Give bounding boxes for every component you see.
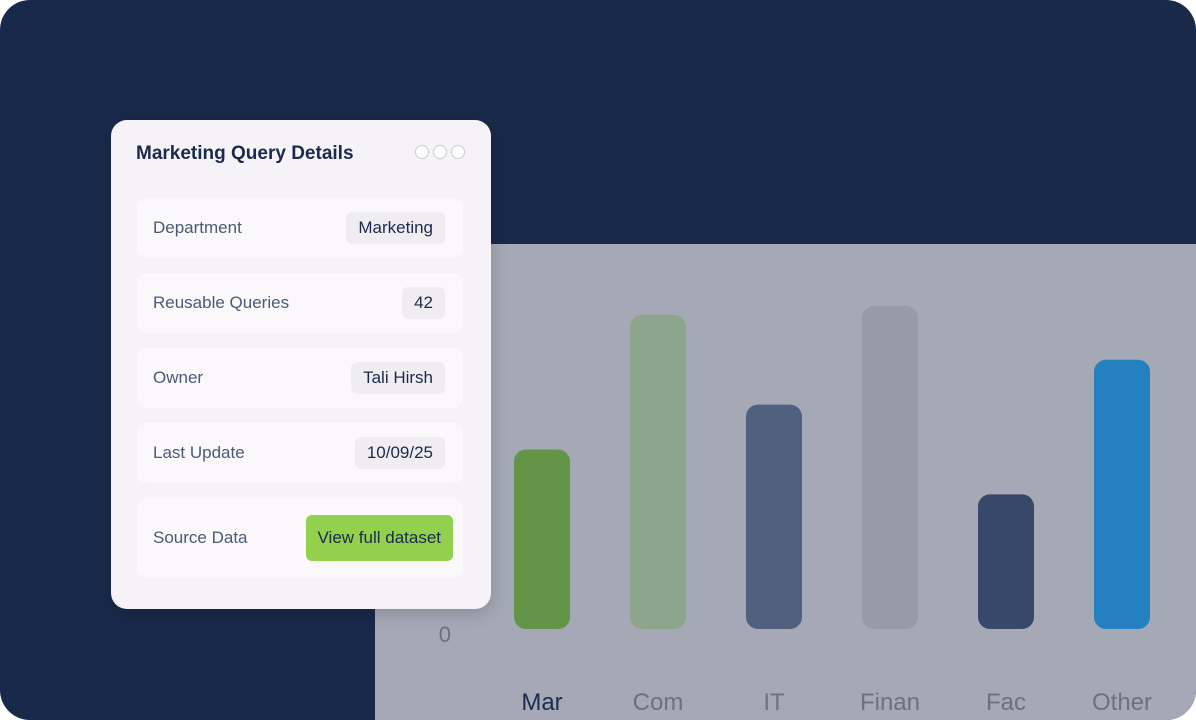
detail-row-department: Department Marketing — [137, 198, 463, 258]
detail-value: 42 — [402, 287, 445, 319]
detail-row-owner: Owner Tali Hirsh — [137, 348, 463, 408]
chart-panel: Mar Com IT Finan Fac Other 0 — [375, 244, 1196, 720]
window-controls — [415, 145, 465, 159]
view-full-dataset-button[interactable]: View full dataset — [305, 515, 453, 561]
bar-chart: Mar Com IT Finan Fac Other 0 — [439, 305, 1152, 716]
detail-value: 10/09/25 — [354, 437, 445, 469]
detail-value: Marketing — [346, 212, 445, 244]
detail-label: Last Update — [153, 443, 245, 462]
bar-it[interactable] — [746, 404, 802, 629]
category-label: Com — [633, 689, 684, 716]
circle-icon[interactable] — [415, 145, 429, 159]
detail-row-reusable-queries: Reusable Queries 42 — [137, 273, 463, 333]
category-label: Fac — [986, 689, 1026, 716]
category-label: Finan — [860, 689, 920, 716]
circle-icon[interactable] — [451, 145, 465, 159]
detail-label: Owner — [153, 368, 204, 387]
bar-finan[interactable] — [862, 305, 918, 629]
bar-fac[interactable] — [978, 494, 1034, 629]
detail-label: Department — [153, 218, 242, 237]
detail-row-source-data: Source Data View full dataset — [137, 498, 463, 578]
category-label: Mar — [521, 689, 562, 716]
category-label: Other — [1092, 689, 1152, 716]
card-title: Marketing Query Details — [136, 143, 354, 164]
y-tick-label: 0 — [439, 622, 451, 647]
detail-row-last-update: Last Update 10/09/25 — [137, 423, 463, 483]
detail-value: Tali Hirsh — [351, 362, 445, 394]
bar-other[interactable] — [1094, 359, 1150, 629]
detail-label: Reusable Queries — [153, 293, 290, 312]
bar-mar[interactable] — [514, 449, 570, 630]
query-details-card: Marketing Query Details Department Marke… — [111, 120, 491, 609]
detail-label: Source Data — [153, 528, 248, 547]
circle-icon[interactable] — [433, 145, 447, 159]
category-label: IT — [763, 689, 785, 716]
bar-com[interactable] — [630, 314, 686, 629]
